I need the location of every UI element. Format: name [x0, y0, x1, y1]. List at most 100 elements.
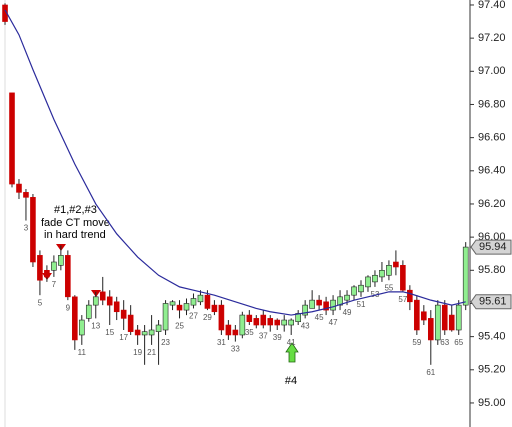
moving-average: [4, 9, 466, 316]
candle-body: [127, 314, 134, 332]
candle-body: [316, 299, 322, 306]
bar-label: 45: [315, 313, 324, 322]
candle-body: [225, 324, 232, 336]
candle-body: [365, 276, 371, 288]
bar-label: 39: [273, 333, 282, 342]
bar-label: 13: [91, 321, 100, 330]
candle-body: [141, 331, 148, 336]
price-tag: [470, 294, 512, 310]
candle-body: [197, 294, 204, 303]
candle-body: [204, 294, 211, 309]
candle-body: [309, 299, 315, 309]
candle-body: [441, 304, 448, 331]
candle-body: [218, 304, 225, 331]
candle-body: [183, 303, 190, 311]
y-tick-label: 95.40: [478, 331, 506, 343]
candle-body: [253, 318, 260, 326]
candle-body: [176, 304, 183, 311]
candle-body: [281, 319, 288, 326]
y-tick-label: 95.20: [478, 364, 506, 376]
bar-label: 61: [426, 368, 435, 377]
price-tag: [470, 239, 512, 255]
bar-label: 23: [161, 338, 170, 347]
bar-label: 21: [147, 348, 156, 357]
candle-body: [30, 197, 36, 263]
candle-body: [106, 296, 113, 306]
candle-body: [92, 296, 99, 306]
bar-label: 7: [52, 280, 57, 289]
bar-label: 31: [217, 338, 226, 347]
candle-body: [232, 329, 239, 336]
bar-label: 27: [189, 312, 198, 321]
candle-body: [51, 261, 57, 271]
candle-body: [455, 304, 462, 331]
bar-label: 15: [105, 328, 114, 337]
candle-body: [351, 286, 357, 296]
candle-body: [58, 255, 64, 266]
candle-body: [274, 319, 281, 326]
bar-label: 11: [78, 348, 87, 357]
bar-label: 57: [398, 295, 407, 304]
candle-body: [302, 304, 308, 316]
candle-body: [162, 303, 169, 331]
y-tick-label: 96.80: [478, 98, 506, 110]
bar-label: 35: [245, 328, 254, 337]
candle-body: [323, 301, 329, 311]
y-tick-label: 96.20: [478, 198, 506, 210]
signal-arrow: [285, 342, 299, 363]
annotation: #1,#2,#3: [54, 204, 97, 216]
candle-body: [414, 299, 420, 331]
candle-body: [407, 289, 413, 303]
candle-body: [9, 92, 15, 185]
bar-label: 37: [259, 331, 268, 340]
bar-label: 9: [66, 303, 71, 312]
y-tick-label: 96.60: [478, 132, 506, 144]
bar-label: 51: [357, 300, 366, 309]
candle-body: [267, 318, 274, 326]
y-tick-label: 95.80: [478, 264, 506, 276]
candle-body: [23, 192, 29, 198]
bar-label: 65: [454, 338, 463, 347]
candle-body: [393, 261, 399, 268]
candle-body: [288, 319, 295, 326]
bar-label: 17: [119, 333, 128, 342]
candle-body: [79, 319, 85, 336]
candle-body: [246, 314, 253, 323]
candle-body: [239, 314, 246, 336]
candle-body: [344, 294, 350, 301]
candle-body: [120, 309, 127, 319]
annotation: #4: [285, 375, 297, 387]
candle-body: [260, 314, 267, 326]
bar-label: 41: [287, 338, 296, 347]
candle-body: [134, 329, 141, 336]
bar-label: 29: [203, 313, 212, 322]
candle-body: [427, 318, 434, 341]
candle-body: [169, 301, 176, 306]
candle-body: [148, 329, 155, 336]
bar-label: 63: [440, 338, 449, 347]
candle-body: [330, 299, 336, 311]
y-tick-label: 97.40: [478, 0, 506, 11]
candle-body: [434, 304, 441, 341]
price-tag-label: 95.61: [479, 296, 507, 308]
candle-body: [190, 298, 197, 306]
candle-body: [358, 284, 364, 293]
candle-body: [421, 311, 427, 321]
y-tick-label: 95.00: [478, 397, 506, 409]
candle-body: [65, 255, 71, 298]
candle-body: [211, 304, 218, 313]
bar-label: 19: [133, 348, 142, 357]
y-tick-label: 96.40: [478, 165, 506, 177]
annotation: fade CT move: [41, 217, 110, 229]
candle-body: [113, 301, 120, 313]
bar-label: 33: [231, 345, 240, 354]
candle-body: [99, 291, 106, 301]
y-tick-label: 97.20: [478, 32, 506, 44]
bar-label: 3: [24, 224, 29, 233]
y-tick-label: 97.00: [478, 65, 506, 77]
bar-label: 43: [301, 321, 310, 330]
candle-body: [386, 265, 392, 276]
candle-body: [72, 296, 78, 341]
candle-body: [379, 269, 385, 278]
bar-label: 59: [412, 338, 421, 347]
